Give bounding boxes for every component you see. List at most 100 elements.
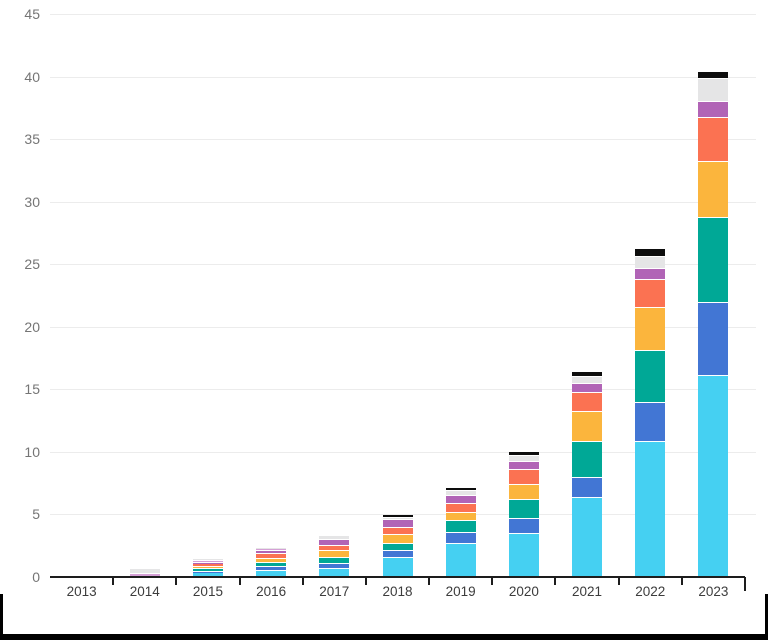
bar-segment-2023-blue	[698, 303, 729, 375]
x-tick-label-2023: 2023	[698, 584, 729, 599]
y-tick-label-15: 15	[24, 381, 40, 398]
bar-segment-2021-teal	[572, 441, 603, 478]
x-axis-tick-5	[364, 577, 367, 585]
y-tick-label-25: 25	[24, 256, 40, 273]
bar-segment-2016-light-gray	[256, 548, 287, 549]
bar-segment-2019-orange-red	[445, 503, 476, 512]
x-axis-tick-3	[238, 577, 241, 585]
bar-segment-2018-amber	[382, 535, 413, 543]
bar-segment-2016-blue	[256, 566, 287, 570]
bar-segment-2022-amber	[635, 308, 666, 350]
gridline-35	[50, 139, 756, 141]
bar-segment-2020-light-gray	[508, 455, 539, 461]
bar-segment-2020-black	[508, 451, 539, 455]
bar-segment-2016-purple	[256, 550, 287, 554]
bar-segment-2020-orange-red	[508, 470, 539, 485]
y-tick-label-40: 40	[24, 68, 40, 85]
bar-segment-2017-light-gray	[319, 535, 350, 540]
y-tick-label-0: 0	[32, 569, 40, 585]
bar-segment-2023-black	[698, 71, 729, 79]
bar-segment-2017-amber	[319, 551, 350, 558]
bar-segment-2021-amber	[572, 411, 603, 441]
x-axis-tick-6	[428, 577, 431, 585]
x-axis-tick-9	[617, 577, 620, 585]
x-axis-tick-11	[744, 577, 746, 591]
bar-segment-2023-purple	[698, 101, 729, 117]
bar-segment-2022-cyan	[635, 441, 666, 576]
x-tick-label-2020: 2020	[508, 584, 539, 599]
y-tick-label-35: 35	[24, 131, 40, 148]
bar-segment-2018-cyan	[382, 558, 413, 576]
bar-segment-2016-orange-red	[256, 554, 287, 558]
bar-segment-2019-black	[445, 488, 476, 491]
bar-segment-2017-cyan	[319, 568, 350, 576]
bar-segment-2015-blue	[192, 571, 223, 573]
bar-segment-2020-cyan	[508, 534, 539, 576]
bar-segment-2018-purple	[382, 520, 413, 527]
bar-segment-2022-orange-red	[635, 280, 666, 307]
bar-segment-2019-light-gray	[445, 491, 476, 496]
bar-segment-2016-teal	[256, 563, 287, 566]
x-tick-label-2016: 2016	[256, 584, 287, 599]
bar-segment-2023-cyan	[698, 375, 729, 576]
bar-segment-2014-light-gray	[129, 569, 160, 573]
gridline-40	[50, 76, 756, 78]
y-tick-label-45: 45	[24, 6, 40, 22]
bar-segment-2018-teal	[382, 543, 413, 550]
bar-segment-2017-blue	[319, 563, 350, 568]
bar-segment-2016-amber	[256, 558, 287, 563]
x-tick-label-2014: 2014	[129, 584, 160, 599]
bar-segment-2018-blue	[382, 550, 413, 558]
gridline-5	[50, 514, 756, 516]
bar-segment-2016-pink	[256, 548, 287, 550]
bar-segment-2015-purple	[192, 563, 223, 564]
bar-segment-2015-orange-red	[192, 564, 223, 566]
x-axis-line	[50, 576, 745, 578]
gridline-20	[50, 326, 756, 328]
x-tick-label-2022: 2022	[635, 584, 666, 599]
bar-segment-2015-teal	[192, 569, 223, 571]
x-tick-label-2017: 2017	[319, 584, 350, 599]
y-tick-label-5: 5	[32, 506, 40, 523]
bar-segment-2019-blue	[445, 533, 476, 544]
bar-segment-2022-light-gray	[635, 256, 666, 269]
bar-segment-2021-black	[572, 371, 603, 376]
bar-segment-2019-teal	[445, 521, 476, 533]
gridline-25	[50, 264, 756, 266]
bar-segment-2018-black	[382, 515, 413, 518]
bar-segment-2016-cyan	[256, 570, 287, 576]
bar-segment-2014-pink	[129, 573, 160, 576]
bar-segment-2023-light-gray	[698, 79, 729, 101]
bar-segment-2015-cyan	[192, 572, 223, 576]
gridline-15	[50, 389, 756, 391]
bar-segment-2021-light-gray	[572, 376, 603, 384]
bar-segment-2020-amber	[508, 485, 539, 500]
bar-segment-2021-orange-red	[572, 393, 603, 411]
gridline-30	[50, 201, 756, 203]
x-axis-tick-8	[554, 577, 557, 585]
bar-segment-2018-orange-red	[382, 527, 413, 535]
gridline-45	[50, 14, 756, 15]
bar-segment-2021-purple	[572, 384, 603, 393]
x-axis-tick-7	[491, 577, 494, 585]
bar-segment-2020-purple	[508, 461, 539, 470]
bar-segment-2017-teal	[319, 558, 350, 563]
bar-segment-2022-black	[635, 249, 666, 256]
x-axis-tick-1	[112, 577, 115, 585]
bar-segment-2015-pink	[192, 561, 223, 563]
bar-segment-2020-blue	[508, 519, 539, 534]
bar-segment-2019-cyan	[445, 544, 476, 576]
bar-segment-2022-purple	[635, 269, 666, 280]
bar-segment-2019-purple	[445, 496, 476, 503]
bar-segment-2020-teal	[508, 500, 539, 519]
bar-segment-2017-purple	[319, 540, 350, 545]
bar-segment-2015-amber	[192, 566, 223, 569]
bar-segment-2018-light-gray	[382, 518, 413, 520]
page-bottom-frame	[0, 594, 768, 640]
bar-segment-2023-teal	[698, 217, 729, 302]
bar-segment-2021-blue	[572, 478, 603, 498]
y-tick-label-10: 10	[24, 443, 40, 460]
bar-segment-2022-teal	[635, 350, 666, 403]
x-axis-tick-4	[301, 577, 304, 585]
